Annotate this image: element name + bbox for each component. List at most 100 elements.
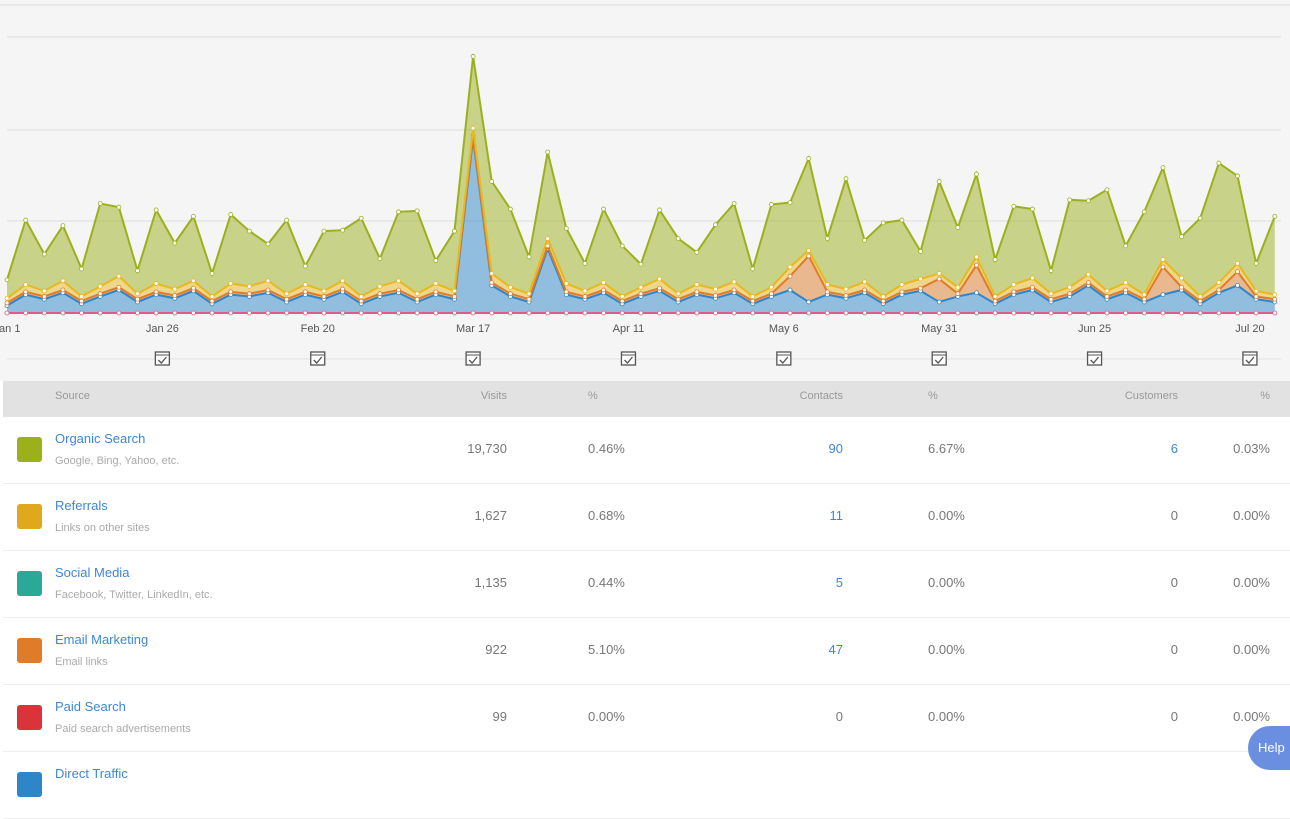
source-description: Paid search advertisements xyxy=(55,723,191,735)
point xyxy=(135,268,140,274)
point xyxy=(694,249,700,255)
cell[interactable]: 47 xyxy=(828,642,843,657)
point xyxy=(1179,234,1184,240)
point xyxy=(582,294,588,299)
point xyxy=(246,228,252,234)
point xyxy=(1067,197,1073,203)
event-icon xyxy=(1086,351,1103,366)
point xyxy=(619,310,625,316)
point xyxy=(1085,198,1091,204)
point xyxy=(1216,280,1222,286)
point xyxy=(1104,310,1110,316)
point xyxy=(1085,280,1091,286)
point xyxy=(992,294,998,299)
point xyxy=(787,287,793,293)
point xyxy=(582,288,588,294)
point xyxy=(582,260,588,266)
point xyxy=(769,202,774,207)
source-description: Links on other sites xyxy=(55,522,150,534)
point xyxy=(321,310,327,316)
point xyxy=(936,310,942,316)
cell[interactable]: 5 xyxy=(835,575,843,590)
point xyxy=(638,284,644,290)
cell: 0 xyxy=(1170,508,1178,523)
point xyxy=(1197,215,1203,221)
point xyxy=(97,291,103,297)
point xyxy=(1030,310,1035,316)
point xyxy=(1030,284,1035,290)
cell: 0.00% xyxy=(1233,575,1270,590)
point xyxy=(1160,310,1166,316)
point xyxy=(321,228,327,234)
table-row: Email Marketing Email links 922 5.10% 47 0.00… xyxy=(3,618,1290,685)
point xyxy=(1011,282,1017,287)
event-icon xyxy=(620,351,637,366)
point xyxy=(377,283,383,289)
cell[interactable]: 11 xyxy=(829,508,844,523)
source-name[interactable]: Email Marketing xyxy=(55,632,149,647)
point xyxy=(1272,310,1278,316)
point xyxy=(1253,310,1259,316)
point xyxy=(806,156,812,161)
point xyxy=(731,287,737,293)
point xyxy=(265,287,271,293)
point xyxy=(284,291,290,297)
cell[interactable]: 90 xyxy=(828,441,843,456)
point xyxy=(955,225,961,230)
point xyxy=(172,310,178,316)
point xyxy=(302,282,308,287)
point xyxy=(526,310,532,316)
point xyxy=(750,266,756,272)
x-tick-label: May 6 xyxy=(769,323,799,335)
source-name[interactable]: Organic Search xyxy=(55,431,146,446)
point xyxy=(116,273,122,279)
point xyxy=(601,287,607,293)
source-name[interactable]: Paid Search xyxy=(55,699,126,714)
point xyxy=(824,310,830,316)
help-button[interactable]: Help xyxy=(1248,726,1290,770)
point xyxy=(377,291,383,297)
cell: 1,135 xyxy=(474,575,507,590)
event-icon xyxy=(1242,351,1258,366)
column-header: Visits xyxy=(480,390,507,402)
point xyxy=(1253,260,1259,266)
point xyxy=(862,237,868,243)
point xyxy=(1048,291,1054,297)
point xyxy=(1030,206,1035,212)
point xyxy=(1197,294,1203,299)
x-tick-label: Mar 17 xyxy=(456,323,490,335)
point xyxy=(974,310,979,316)
point xyxy=(153,281,159,286)
cell: 0 xyxy=(1170,575,1178,590)
point xyxy=(1272,213,1278,219)
table-row: Direct Traffic xyxy=(3,752,1290,819)
point xyxy=(563,281,569,286)
point xyxy=(619,294,625,299)
x-tick-label: May 31 xyxy=(921,323,957,335)
point xyxy=(1216,310,1222,316)
point xyxy=(97,283,103,289)
point xyxy=(209,298,215,304)
point xyxy=(1197,298,1203,304)
point xyxy=(41,310,47,316)
column-header: Customers xyxy=(1124,390,1178,402)
source-name[interactable]: Social Media xyxy=(55,565,130,580)
cell[interactable]: 6 xyxy=(1170,441,1178,456)
cell: 99 xyxy=(492,709,507,724)
point xyxy=(918,248,923,254)
source-name[interactable]: Referrals xyxy=(55,498,108,513)
point xyxy=(918,310,923,316)
point xyxy=(340,310,345,316)
point xyxy=(23,289,29,295)
point xyxy=(60,310,66,316)
point xyxy=(433,281,439,286)
point xyxy=(657,285,662,291)
point xyxy=(936,276,942,282)
point xyxy=(1272,292,1278,298)
source-name[interactable]: Direct Traffic xyxy=(55,766,128,781)
source-description: Facebook, Twitter, LinkedIn, etc. xyxy=(55,589,213,601)
point xyxy=(1011,203,1017,209)
point xyxy=(1216,160,1222,166)
event-icon xyxy=(931,351,947,366)
column-header: % xyxy=(928,390,938,402)
